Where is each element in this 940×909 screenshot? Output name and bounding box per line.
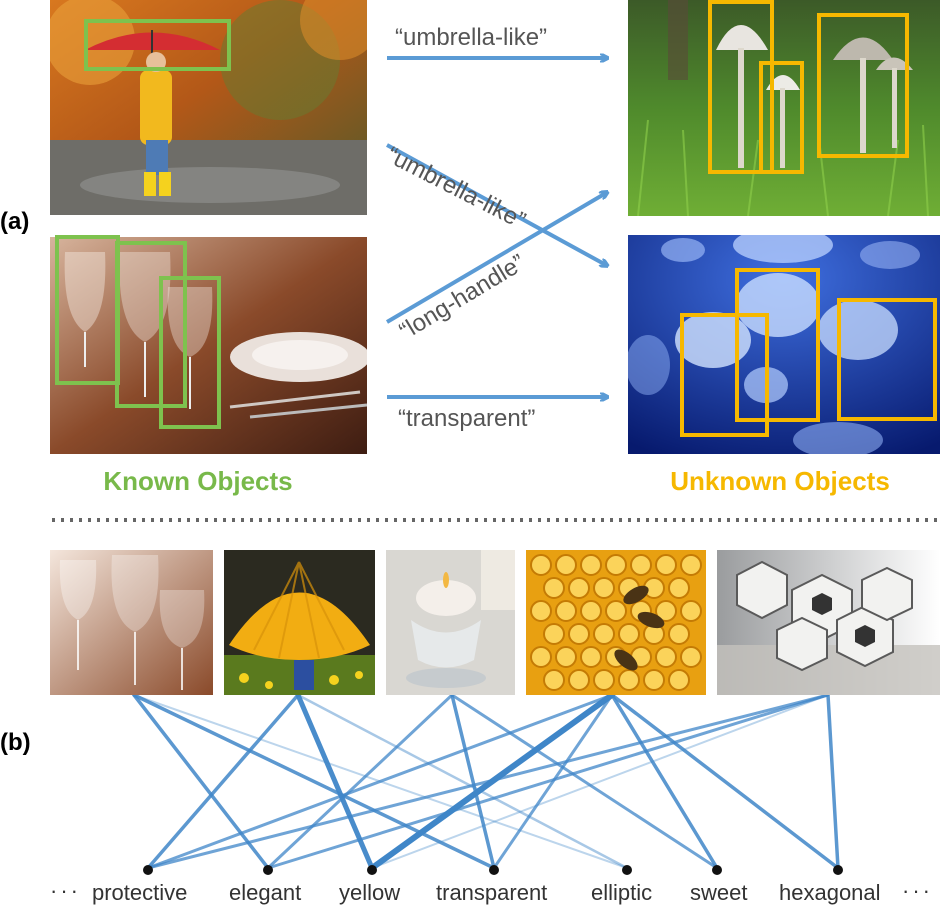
box-mushroom-2 (759, 61, 804, 174)
attribute-hexagonal: hexagonal (779, 880, 881, 905)
attribute-edges (132, 692, 840, 871)
ellipsis-right: ··· (902, 878, 933, 903)
node-elliptic (622, 865, 632, 875)
edge-glasses-elegant (132, 693, 270, 870)
attribute-yellow: yellow (339, 880, 401, 905)
node-sweet (712, 865, 722, 875)
edge-building-protective (146, 693, 830, 870)
arrow-glass-to-mushroom (385, 193, 606, 324)
box-glass-2 (115, 241, 187, 408)
panel-a-label: (a) (0, 208, 30, 235)
unknown-bounding-boxes (680, 0, 937, 437)
node-hexagonal (833, 865, 843, 875)
attribute-protective: protective (92, 880, 188, 905)
attribute-elegant: elegant (229, 880, 302, 905)
box-mushroom-3 (817, 13, 909, 158)
edge-honey-hexagonal (610, 693, 840, 870)
hexagon-building-thumbnail (717, 550, 940, 695)
arrow-umbrella-to-jellyfish (386, 143, 606, 265)
transfer-arrows (385, 58, 606, 397)
arrow-label-umbrella-like-1: “umbrella-like” (395, 24, 548, 51)
unknown-objects-label: Unknown Objects (670, 466, 890, 496)
box-mushroom-1 (708, 0, 774, 174)
umbrella-child-photo (50, 0, 367, 215)
node-protective (143, 865, 153, 875)
edge-glasses-transparent (132, 693, 496, 870)
edge-honey-sweet (610, 693, 719, 870)
honeycomb-thumbnail (526, 550, 706, 695)
edge-candle-transparent (450, 693, 496, 870)
yellow-umbrella-thumbnail (224, 550, 375, 695)
arrow-label-transparent: “transparent” (398, 405, 536, 432)
glasses-thumbnail (50, 550, 213, 695)
edge-building-yellow (371, 694, 829, 869)
wine-glasses-photo (50, 237, 367, 454)
candle-thumbnail (386, 550, 515, 695)
edge-umbrella-elliptic (296, 693, 629, 870)
mushrooms-photo (628, 0, 940, 216)
known-objects-label: Known Objects (103, 466, 293, 496)
box-glass-1 (55, 235, 120, 385)
attribute-nodes (143, 865, 843, 875)
edge-building-hexagonal (826, 693, 840, 870)
panel-b-label: (b) (0, 729, 31, 756)
edge-candle-elegant (266, 693, 454, 870)
attribute-transparent: transparent (436, 880, 548, 905)
node-elegant (263, 865, 273, 875)
box-umbrella (84, 19, 231, 71)
box-jelly-1 (735, 268, 820, 422)
edge-candle-sweet (450, 693, 719, 870)
ellipsis-left: ··· (50, 878, 81, 903)
attribute-sweet: sweet (690, 880, 748, 905)
box-jelly-3 (837, 298, 937, 421)
known-bounding-boxes (55, 19, 231, 429)
edge-umbrella-protective (146, 693, 300, 870)
edge-building-elegant (266, 693, 830, 870)
node-transparent (489, 865, 499, 875)
box-jelly-2 (680, 313, 769, 437)
edge-honey-protective (146, 693, 614, 870)
attribute-elliptic: elliptic (591, 880, 653, 905)
node-yellow (367, 865, 377, 875)
box-glass-3 (159, 276, 221, 429)
